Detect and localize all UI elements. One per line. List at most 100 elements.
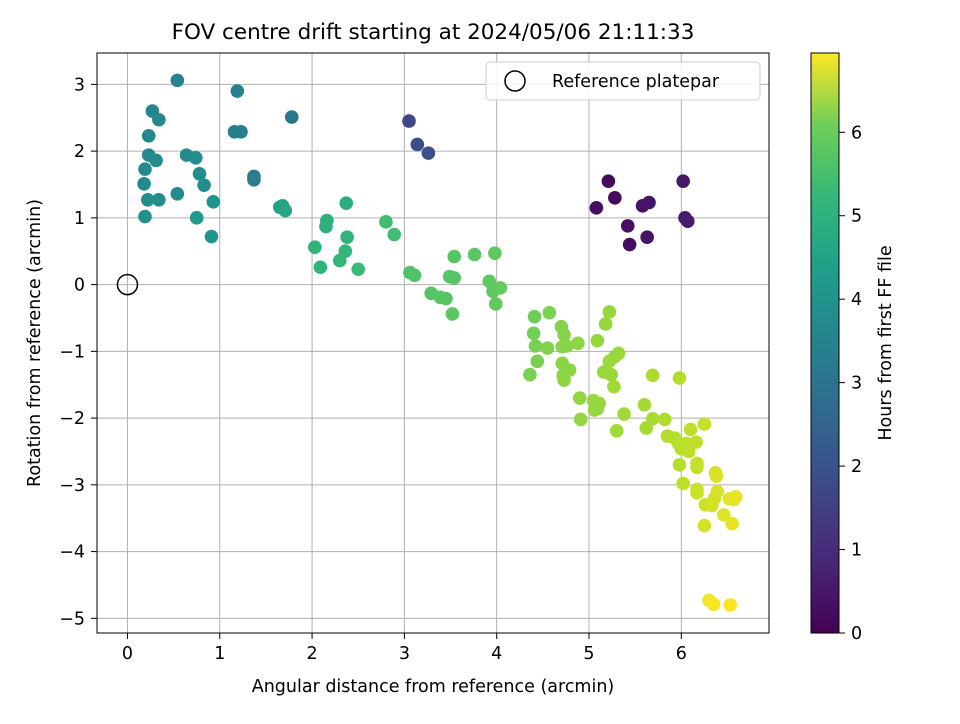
data-point (709, 469, 724, 483)
data-point (589, 201, 604, 215)
data-point (592, 396, 606, 411)
y-tick-label: 0 (74, 276, 85, 296)
data-point (445, 307, 460, 321)
data-point (407, 268, 422, 283)
data-point (138, 162, 152, 176)
data-point (557, 327, 571, 342)
data-point (379, 215, 393, 229)
data-point (421, 146, 436, 160)
data-point (728, 490, 743, 504)
data-point (642, 195, 656, 210)
data-point (138, 209, 152, 224)
data-point (542, 305, 557, 320)
data-point (602, 305, 617, 319)
x-axis-ticks: 0 1 2 3 4 5 6 (122, 633, 687, 664)
data-point (680, 214, 695, 228)
x-tick-label: 0 (122, 644, 133, 664)
data-point (710, 484, 725, 499)
data-point (340, 230, 354, 245)
data-point (149, 153, 163, 168)
chart-title: FOV centre drift starting at 2024/05/06 … (172, 20, 695, 45)
data-point (410, 137, 425, 152)
x-tick-label: 1 (214, 644, 225, 664)
y-tick-label: −1 (59, 342, 85, 362)
axes-frame (96, 52, 770, 634)
data-point (188, 150, 203, 165)
colorbar-tick-label: 2 (851, 457, 862, 477)
data-point (681, 444, 696, 459)
data-point (657, 412, 672, 427)
data-point (332, 253, 347, 268)
data-point (676, 476, 690, 491)
data-point (402, 114, 416, 128)
y-tick-label: −2 (59, 409, 85, 429)
data-point (206, 195, 221, 209)
x-tick-label: 6 (676, 644, 687, 664)
data-point (137, 177, 151, 191)
data-point (540, 341, 555, 355)
data-point (562, 363, 577, 377)
data-point (572, 391, 587, 405)
data-point (152, 112, 166, 127)
colorbar-tick-label: 5 (851, 207, 862, 227)
data-point (725, 516, 739, 531)
x-axis-label: Angular distance from reference (arcmin) (252, 677, 615, 697)
data-point (152, 193, 166, 207)
data-point (488, 246, 502, 261)
data-point (141, 128, 156, 143)
data-point (598, 317, 613, 331)
data-point (197, 178, 211, 192)
data-point (319, 219, 333, 234)
data-point (387, 227, 402, 242)
data-point (170, 73, 185, 88)
data-point (645, 368, 660, 383)
y-axis-label: Rotation from reference (arcmin) (25, 199, 45, 487)
y-tick-label: −4 (59, 543, 85, 563)
data-point (672, 458, 687, 472)
data-point (557, 373, 571, 387)
legend: Reference platepar (485, 61, 761, 101)
data-point (706, 597, 721, 612)
data-point (640, 230, 654, 245)
x-tick-label: 4 (491, 644, 502, 664)
data-point (447, 249, 462, 264)
x-tick-label: 5 (583, 644, 594, 664)
data-point (467, 247, 482, 262)
data-point (528, 339, 543, 353)
data-point (530, 354, 545, 369)
data-point (676, 174, 690, 188)
data-point (611, 346, 626, 361)
legend-marker (504, 70, 526, 92)
data-point (645, 411, 660, 426)
data-point (284, 110, 299, 124)
data-point (560, 339, 574, 353)
y-tick-label: 2 (74, 142, 85, 162)
data-point (278, 203, 293, 218)
colorbar-tick-label: 0 (851, 624, 862, 644)
data-point (609, 423, 624, 438)
colorbar-tick-label: 4 (851, 290, 862, 310)
colorbar-label: Hours from first FF file (876, 245, 896, 440)
data-point (204, 229, 219, 244)
data-point (637, 397, 652, 412)
data-point (573, 412, 588, 427)
colorbar-tick-label: 3 (851, 374, 862, 394)
data-point (313, 260, 328, 275)
data-point (620, 219, 635, 233)
data-point (697, 417, 712, 431)
data-point (234, 124, 248, 139)
grid (97, 53, 769, 633)
data-point (493, 281, 508, 295)
data-point (140, 193, 155, 207)
data-point (447, 271, 462, 285)
data-point (723, 598, 738, 612)
data-point (601, 174, 616, 188)
y-tick-label: −3 (59, 476, 85, 496)
data-point (622, 237, 637, 252)
legend-box (485, 61, 761, 101)
reference-platepar-marker (116, 273, 139, 296)
data-point (351, 262, 366, 277)
data-point (571, 336, 585, 351)
data-point (697, 518, 712, 533)
